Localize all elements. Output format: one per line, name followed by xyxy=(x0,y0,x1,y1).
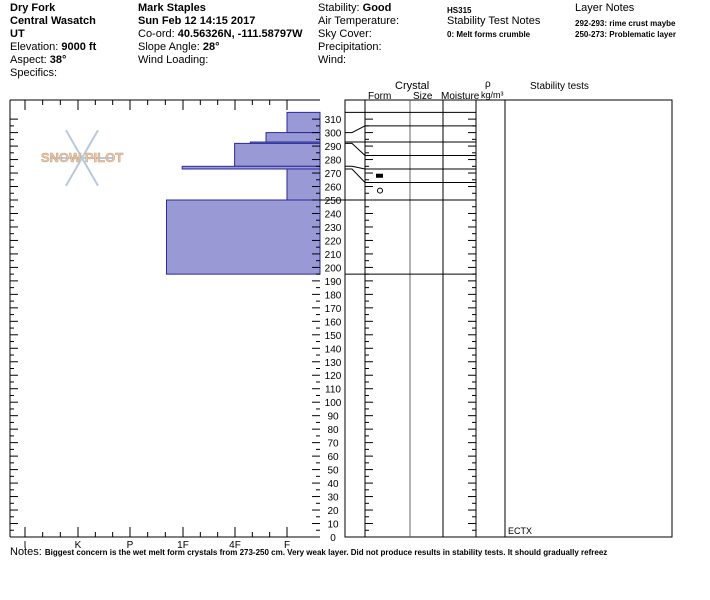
height-label: 0 xyxy=(330,533,336,544)
height-label: 200 xyxy=(325,263,342,274)
hardness-label: P xyxy=(127,540,134,551)
layer-note: 250-273: Problematic layer xyxy=(575,30,676,39)
density-header: kg/m³ xyxy=(481,90,504,100)
height-label: 10 xyxy=(327,520,339,531)
wind: Wind: xyxy=(318,54,347,66)
height-label: 160 xyxy=(325,317,342,328)
hardness-bar xyxy=(181,165,321,170)
stability-test-note: 0: Melt forms crumble xyxy=(447,30,531,39)
height-label: 80 xyxy=(327,425,339,436)
height-label: 290 xyxy=(325,142,342,153)
height-label: 170 xyxy=(325,304,342,315)
observer-name: Mark Staples xyxy=(138,2,206,14)
hardness-bar xyxy=(165,199,321,275)
grain-form-icon xyxy=(376,173,383,178)
height-label: 100 xyxy=(325,398,342,409)
height-label: 180 xyxy=(325,290,342,301)
logo-text: SNOW PILOT xyxy=(41,150,123,165)
stability-test-result: ECTX xyxy=(508,526,533,536)
height-label: 60 xyxy=(327,452,339,463)
hardness-bar xyxy=(234,142,321,167)
site-name: Dry Fork xyxy=(10,2,56,14)
height-label: 90 xyxy=(327,412,339,423)
precipitation: Precipitation: xyxy=(318,41,382,53)
layer-notes-title: Layer Notes xyxy=(575,2,635,14)
hardness-label: 1F xyxy=(177,540,189,551)
density-symbol: ρ xyxy=(485,79,491,90)
grain-form-icon xyxy=(377,187,383,194)
height-label: 50 xyxy=(327,466,339,477)
hardness-bar xyxy=(265,132,321,143)
height-label: 230 xyxy=(325,223,342,234)
layer-connector xyxy=(345,125,366,134)
layer-connector xyxy=(345,165,366,170)
layer-note: 292-293: rime crust maybe xyxy=(575,19,676,28)
height-label: 30 xyxy=(327,493,339,504)
hardness-label: F xyxy=(284,540,290,551)
wind-loading: Wind Loading: xyxy=(138,54,209,66)
snow-pilot-logo xyxy=(50,129,114,187)
height-label: 270 xyxy=(325,169,342,180)
stability: Stability: Good xyxy=(318,2,392,14)
height-label: 310 xyxy=(325,115,342,126)
height-label: 130 xyxy=(325,358,342,369)
height-label: 40 xyxy=(327,479,339,490)
slope-angle: Slope Angle: 28° xyxy=(138,41,220,53)
form-header: Form xyxy=(368,91,392,102)
total-height: HS315 xyxy=(447,6,472,15)
height-label: 220 xyxy=(325,236,342,247)
height-label: 70 xyxy=(327,439,339,450)
sky-cover: Sky Cover: xyxy=(318,28,372,40)
height-label: 280 xyxy=(325,156,342,167)
height-label: 210 xyxy=(325,250,342,261)
notes: Notes: Biggest concern is the wet melt f… xyxy=(10,546,608,558)
height-label: 190 xyxy=(325,277,342,288)
hardness-bar xyxy=(286,168,321,201)
height-label: 140 xyxy=(325,344,342,355)
hardness-bar xyxy=(286,111,321,134)
height-label: 250 xyxy=(325,196,342,207)
stability-test-notes-title: Stability Test Notes xyxy=(447,15,541,27)
hardness-label: I xyxy=(24,540,27,551)
elevation: Elevation: 9000 ft xyxy=(10,41,97,53)
stability-tests-header: Stability tests xyxy=(530,81,589,92)
specifics: Specifics: xyxy=(10,67,58,79)
moisture-header: Moisture xyxy=(441,91,480,102)
layer-connector xyxy=(345,142,366,156)
height-label: 240 xyxy=(325,209,342,220)
height-label: 20 xyxy=(327,506,339,517)
size-header: Size xyxy=(413,91,433,102)
crystal-header: Crystal xyxy=(395,80,430,92)
coordinates: Co-ord: 40.56326N, -111.58797W xyxy=(138,28,303,40)
air-temperature: Air Temperature: xyxy=(318,15,400,27)
date: Sun Feb 12 14:15 2017 xyxy=(138,15,256,27)
site-range: Central Wasatch xyxy=(10,15,96,27)
aspect: Aspect: 38° xyxy=(10,54,67,66)
height-label: 260 xyxy=(325,183,342,194)
height-label: 150 xyxy=(325,331,342,342)
height-label: 110 xyxy=(325,385,341,396)
height-label: 300 xyxy=(325,129,342,140)
height-label: 120 xyxy=(325,371,342,382)
hardness-label: K xyxy=(75,540,82,551)
layer-table xyxy=(344,99,673,538)
site-state: UT xyxy=(10,28,25,40)
hardness-label: 4F xyxy=(229,540,241,551)
layer-connector xyxy=(345,168,366,183)
